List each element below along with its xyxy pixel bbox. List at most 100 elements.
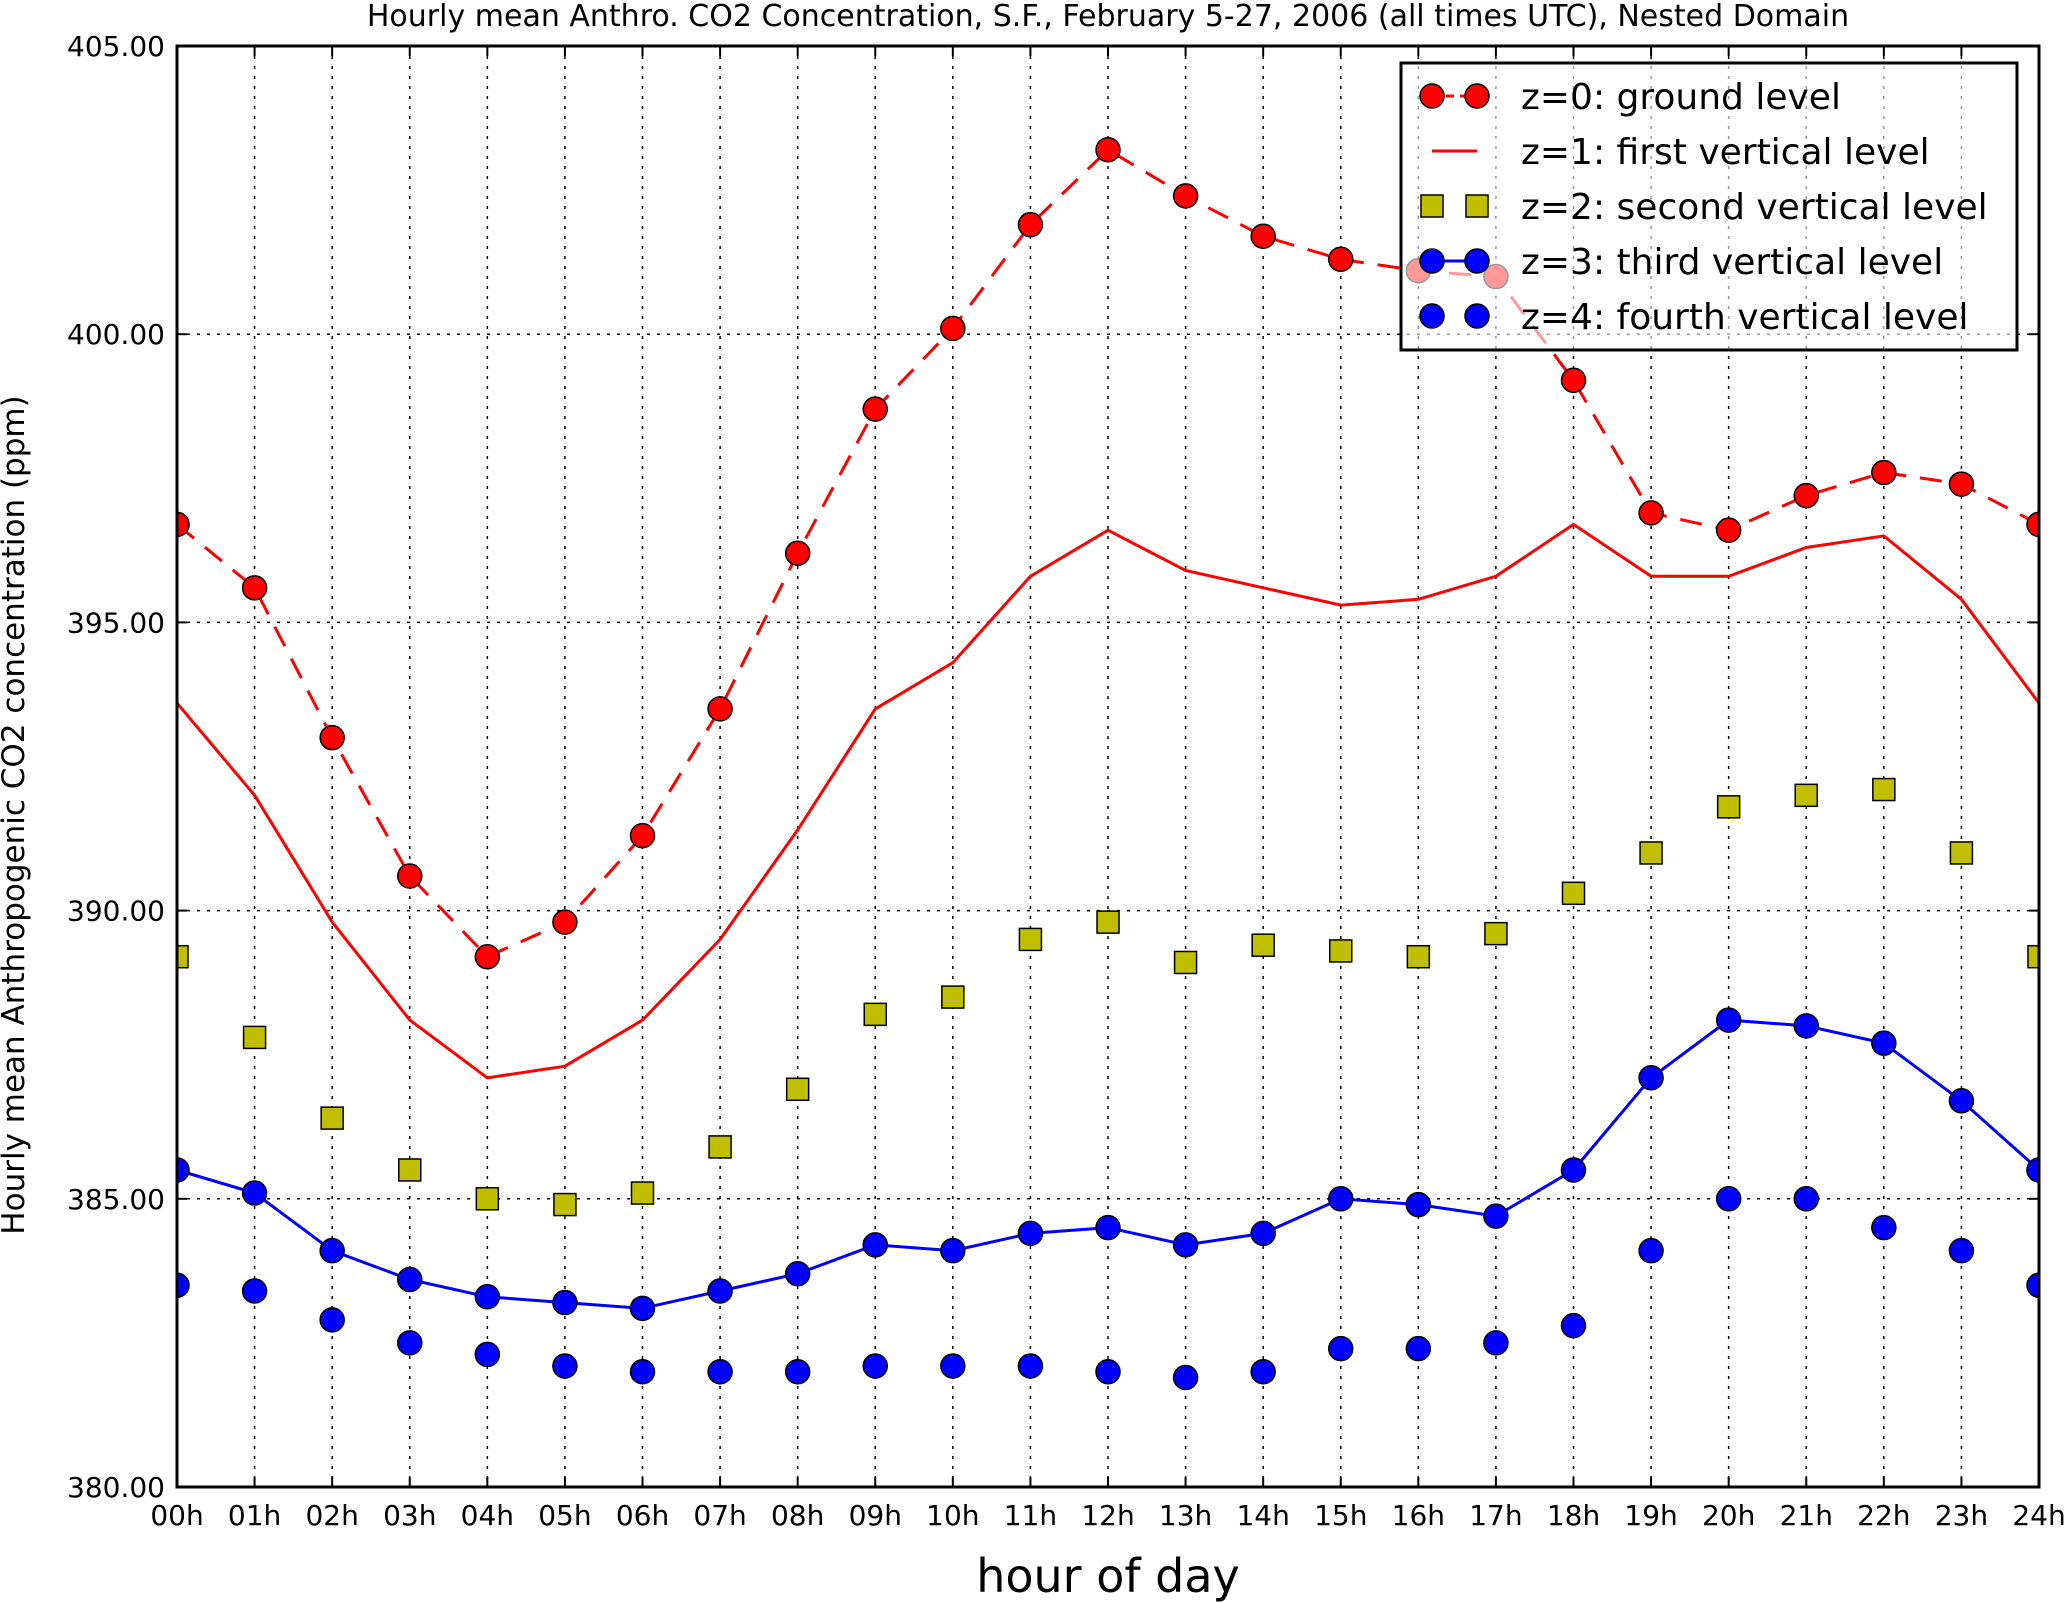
data-point-ground-level (474, 943, 501, 970)
data-point-ground-level (1638, 500, 1664, 526)
x-tick-label: 11h (1004, 1499, 1057, 1532)
series-ground-level (177, 137, 2039, 970)
data-point-second-level (1872, 777, 1896, 802)
data-point-second-level (2027, 944, 2039, 969)
data-point-ground-level (1715, 517, 1742, 543)
x-axis-label: hour of day (976, 1549, 1240, 1603)
legend-item-fourth-level: z=4: fourth vertical level (1419, 297, 1969, 338)
data-point-third-level (474, 1284, 501, 1310)
legend-box (1399, 61, 2019, 352)
legend-item-third-level: z=3: third vertical level (1419, 242, 1943, 283)
legend-marker (1464, 303, 1490, 329)
legend-marker (1419, 83, 1445, 109)
x-tick-label: 07h (693, 1499, 746, 1532)
x-tick-label: 18h (1547, 1499, 1600, 1532)
axis-ticks: 00h 01h 02h 03h 04h 05h 06h 07h 08h 09h 10h 11h 12h 1… (67, 30, 2064, 1532)
data-point-fourth-level (1793, 1186, 1819, 1212)
data-point-second-level (398, 1158, 422, 1182)
data-point-fourth-level (241, 1278, 268, 1304)
series-fourth-level (177, 1186, 2039, 1391)
data-point-fourth-level (552, 1353, 578, 1379)
legend-label: z=0: ground level (1521, 77, 1841, 118)
y-tick-label: 395.00 (67, 606, 165, 639)
data-point-ground-level (1328, 246, 1354, 273)
legend-marker (1464, 248, 1490, 274)
data-point-second-level (1716, 795, 1741, 819)
y-axis-label: Hourly mean Anthropogenic CO2 concentrat… (0, 395, 32, 1234)
data-point-fourth-level (629, 1358, 656, 1385)
data-point-fourth-level (1871, 1214, 1897, 1241)
data-point-fourth-level (2026, 1272, 2039, 1299)
data-point-second-level (1406, 944, 1431, 969)
x-tick-label: 08h (771, 1499, 824, 1532)
legend-marker (1420, 194, 1444, 218)
data-point-second-level (1484, 921, 1508, 946)
x-tick-label: 24h (2012, 1499, 2064, 1532)
data-point-ground-level (552, 909, 578, 935)
data-point-second-level (242, 1025, 267, 1050)
data-point-fourth-level (1638, 1237, 1664, 1264)
data-point-third-level (1948, 1088, 1975, 1114)
data-point-ground-level (629, 822, 656, 849)
data-point-second-level (1949, 841, 1974, 865)
x-tick-label: 14h (1236, 1499, 1289, 1532)
x-tick-label: 02h (305, 1499, 358, 1532)
data-point-third-level (1638, 1065, 1664, 1091)
legend-marker (1465, 194, 1489, 218)
data-point-second-level (1018, 927, 1043, 952)
data-point-third-level (1405, 1191, 1432, 1218)
x-tick-label: 09h (849, 1499, 902, 1532)
legend-item-ground-level: z=0: ground level (1419, 77, 1841, 118)
data-point-second-level (475, 1187, 500, 1211)
series-first-level (177, 522, 2039, 1080)
data-point-second-level (1173, 950, 1198, 975)
data-point-third-level (784, 1260, 811, 1287)
data-point-fourth-level (1560, 1312, 1587, 1339)
data-point-third-level (2026, 1157, 2039, 1183)
data-point-second-level (320, 1106, 344, 1130)
data-point-third-level (241, 1180, 268, 1206)
x-tick-label: 12h (1081, 1499, 1134, 1532)
chart-title: Hourly mean Anthro. CO2 Concentration, S… (367, 0, 1849, 34)
x-tick-label: 04h (461, 1499, 514, 1532)
data-point-fourth-level (1095, 1358, 1121, 1385)
data-point-third-level (1871, 1030, 1897, 1056)
data-point-fourth-level (474, 1341, 501, 1368)
legend: z=0: ground level z=1: first vertical lev… (1399, 61, 2019, 352)
data-point-ground-level (784, 540, 811, 566)
legend-label: z=3: third vertical level (1521, 242, 1943, 283)
data-point-ground-level (1948, 471, 1975, 497)
legend-label: z=4: fourth vertical level (1521, 297, 1969, 338)
data-point-fourth-level (1172, 1364, 1199, 1391)
x-tick-label: 19h (1624, 1499, 1677, 1532)
data-point-fourth-level (319, 1307, 345, 1333)
x-tick-label: 22h (1857, 1499, 1910, 1532)
data-point-third-level (1328, 1186, 1354, 1212)
data-point-second-level (1561, 881, 1586, 906)
x-tick-label: 10h (926, 1499, 979, 1532)
data-point-third-level (1560, 1157, 1587, 1183)
data-point-ground-level (241, 575, 268, 601)
y-tick-label: 390.00 (67, 895, 165, 928)
legend-marker (1419, 303, 1445, 329)
data-point-second-level (863, 1002, 887, 1027)
data-point-fourth-level (784, 1358, 811, 1385)
x-tick-label: 01h (228, 1499, 281, 1532)
legend-label: z=2: second vertical level (1521, 187, 1988, 228)
data-point-second-level (1096, 910, 1120, 934)
x-tick-label: 00h (150, 1499, 203, 1532)
data-point-ground-level (1560, 367, 1587, 394)
legend-label: z=1: first vertical level (1521, 132, 1930, 173)
data-point-third-level (397, 1266, 423, 1293)
data-point-second-level (1639, 841, 1663, 865)
data-point-fourth-level (177, 1272, 190, 1299)
data-point-fourth-level (1328, 1335, 1354, 1362)
x-tick-label: 06h (616, 1499, 669, 1532)
data-point-third-level (552, 1289, 578, 1316)
data-point-second-level (785, 1077, 810, 1102)
data-point-third-level (707, 1278, 733, 1304)
x-tick-label: 23h (1935, 1499, 1988, 1532)
x-tick-label: 20h (1702, 1499, 1755, 1532)
data-point-third-level (1793, 1013, 1819, 1039)
